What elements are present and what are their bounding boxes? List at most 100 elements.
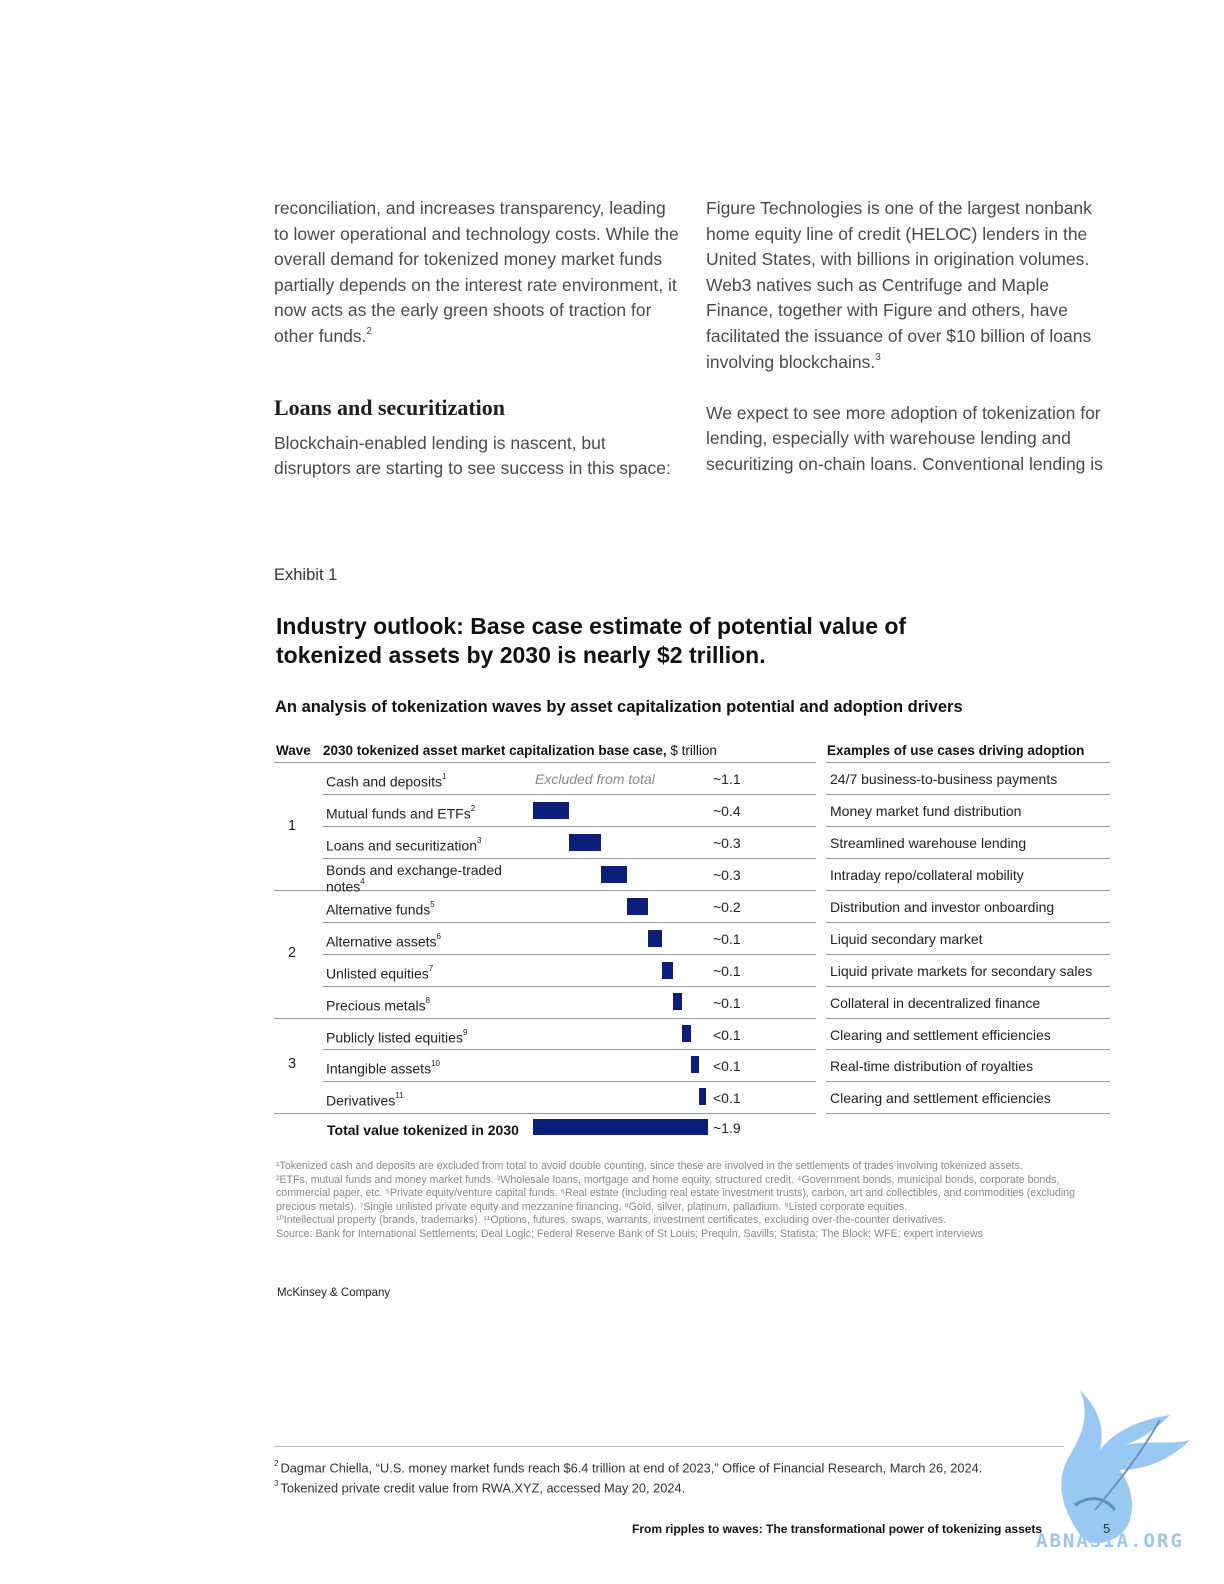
use-case-example: Clearing and settlement efficiencies [830, 1026, 1051, 1043]
publisher-credit: McKinsey & Company [277, 1287, 391, 1299]
section-heading: Loans and securitization [274, 394, 506, 420]
row-divider [826, 1018, 1110, 1019]
use-case-example: 24/7 business-to-business payments [830, 771, 1058, 787]
row-divider [826, 954, 1110, 955]
endnote-divider [274, 1446, 1064, 1447]
row-value: ~0.1 [713, 963, 741, 979]
right-paragraph-2: We expect to see more adoption of tokeni… [706, 402, 1103, 474]
row-divider [826, 794, 1110, 795]
row-label: Precious metals8 [326, 996, 431, 1014]
bar-publicly-listed-equities [682, 1025, 691, 1042]
row-divider [826, 1049, 1110, 1050]
bar-bonds-and-exchange-traded-notes [601, 866, 627, 883]
source-line: Source: Bank for International Settlemen… [276, 1227, 983, 1240]
row-divider [826, 826, 1110, 827]
row-label: Bonds and exchange-traded notes4 [326, 862, 502, 895]
row-label: Alternative assets6 [326, 932, 441, 950]
row-divider [274, 890, 816, 891]
griffin-logo-icon [1061, 1390, 1190, 1544]
bar-alternative-assets [648, 930, 662, 947]
use-case-example: Real-time distribution of royalties [830, 1058, 1034, 1074]
row-label: Mutual funds and ETFs2 [326, 804, 476, 822]
footnote-ref[interactable]: 3 [477, 836, 482, 845]
row-value: ~0.3 [713, 835, 741, 851]
footnote-line: ¹Tokenized cash and deposits are exclude… [276, 1160, 1023, 1172]
use-case-example: Intraday repo/collateral mobility [830, 867, 1024, 883]
footnote-ref[interactable]: 4 [360, 877, 365, 886]
row-divider [826, 922, 1110, 923]
row-value: <0.1 [713, 1090, 741, 1106]
excluded-note: Excluded from total [535, 771, 655, 787]
row-value: ~0.2 [713, 899, 741, 915]
use-case-example: Money market fund distribution [830, 803, 1022, 819]
bar-precious-metals [673, 993, 682, 1010]
row-label: Unlisted equities7 [326, 964, 434, 982]
right-column: Figure Technologies is one of the larges… [706, 196, 1116, 478]
total-label: Total value tokenized in 2030 [327, 1122, 519, 1138]
exhibit-title: Industry outlook: Base case estimate of … [276, 613, 907, 668]
footnote-ref[interactable]: 6 [436, 932, 441, 941]
row-label: Intangible assets10 [326, 1059, 440, 1077]
row-divider [826, 858, 1110, 859]
bar-total [533, 1119, 708, 1135]
row-label: Publicly listed equities9 [326, 1027, 468, 1046]
exhibit-footnotes: ¹Tokenized cash and deposits are exclude… [276, 1160, 1106, 1241]
footnote-ref-3[interactable]: 3 [875, 351, 881, 363]
use-case-example: Streamlined warehouse lending [830, 835, 1027, 851]
footnote-ref[interactable]: 11 [395, 1091, 404, 1100]
page-number: 5 [1103, 1521, 1111, 1536]
header-rule [826, 762, 1110, 763]
row-value: <0.1 [713, 1058, 741, 1074]
footnote-ref[interactable]: 2 [470, 804, 476, 813]
left-paragraph: reconciliation, and increases transparen… [274, 198, 679, 346]
row-divider [274, 1018, 816, 1019]
left-paragraph-2: Blockchain-enabled lending is nascent, b… [274, 432, 671, 479]
footnote-line: ²ETFs, mutual funds and money market fun… [276, 1173, 1075, 1213]
right-paragraph: Figure Technologies is one of the larges… [706, 198, 1092, 372]
row-value: <0.1 [713, 1026, 741, 1043]
use-case-example: Liquid private markets for secondary sal… [830, 963, 1093, 979]
exhibit-subtitle: An analysis of tokenization waves by ass… [275, 698, 963, 716]
footnote-ref[interactable]: 7 [428, 964, 434, 973]
header-rule [274, 762, 816, 763]
bar-intangible-assets [691, 1056, 699, 1073]
wave-number-3: 3 [288, 1056, 297, 1072]
exhibit-label: Exhibit 1 [274, 566, 338, 584]
endnote-3: 3 Tokenized private credit value from RWA… [274, 1479, 686, 1496]
bar-alternative-funds [627, 898, 648, 915]
use-case-example: Liquid secondary market [830, 931, 983, 947]
row-label: Derivatives11 [326, 1091, 404, 1109]
use-case-example: Clearing and settlement efficiencies [830, 1090, 1051, 1106]
row-value: ~0.4 [713, 803, 741, 819]
row-value: ~0.1 [713, 931, 741, 947]
footnote-ref[interactable]: 1 [441, 772, 447, 781]
row-divider [826, 1081, 1110, 1082]
row-divider [274, 1113, 816, 1114]
row-value: ~0.3 [713, 867, 741, 883]
row-divider [323, 794, 816, 795]
header-wave: Wave [276, 743, 311, 758]
header-market-cap: 2030 tokenized asset market capitalizati… [323, 743, 717, 758]
row-divider [323, 1081, 816, 1082]
footnote-ref[interactable]: 10 [431, 1059, 440, 1068]
use-case-example: Distribution and investor onboarding [830, 899, 1055, 915]
bar-loans-and-securitization [569, 834, 601, 851]
endnote-2: 2 Dagmar Chiella, “U.S. money market fund… [274, 1459, 983, 1476]
endnotes: 2 Dagmar Chiella, “U.S. money market fund… [274, 1456, 982, 1497]
footnote-line: ¹⁰Intellectual property (brands, tradema… [276, 1214, 947, 1226]
footnote-ref[interactable]: 9 [462, 1027, 468, 1037]
row-divider [323, 858, 816, 859]
footnote-ref[interactable]: 5 [430, 900, 435, 909]
running-footer: From ripples to waves: The transformatio… [632, 1522, 1043, 1536]
row-divider [826, 890, 1110, 891]
row-label: Loans and securitization3 [326, 836, 482, 854]
bar-mutual-funds-and-etfs [533, 802, 569, 819]
header-examples: Examples of use cases driving adoption [827, 743, 1085, 758]
footnote-ref[interactable]: 8 [425, 996, 431, 1005]
footnote-ref-2[interactable]: 2 [366, 326, 372, 338]
row-divider [323, 922, 816, 923]
row-label: Cash and deposits1 [326, 772, 447, 790]
row-divider [826, 986, 1110, 987]
row-divider [323, 986, 816, 987]
watermark-text: ABNASIA.ORG [1036, 1530, 1184, 1552]
